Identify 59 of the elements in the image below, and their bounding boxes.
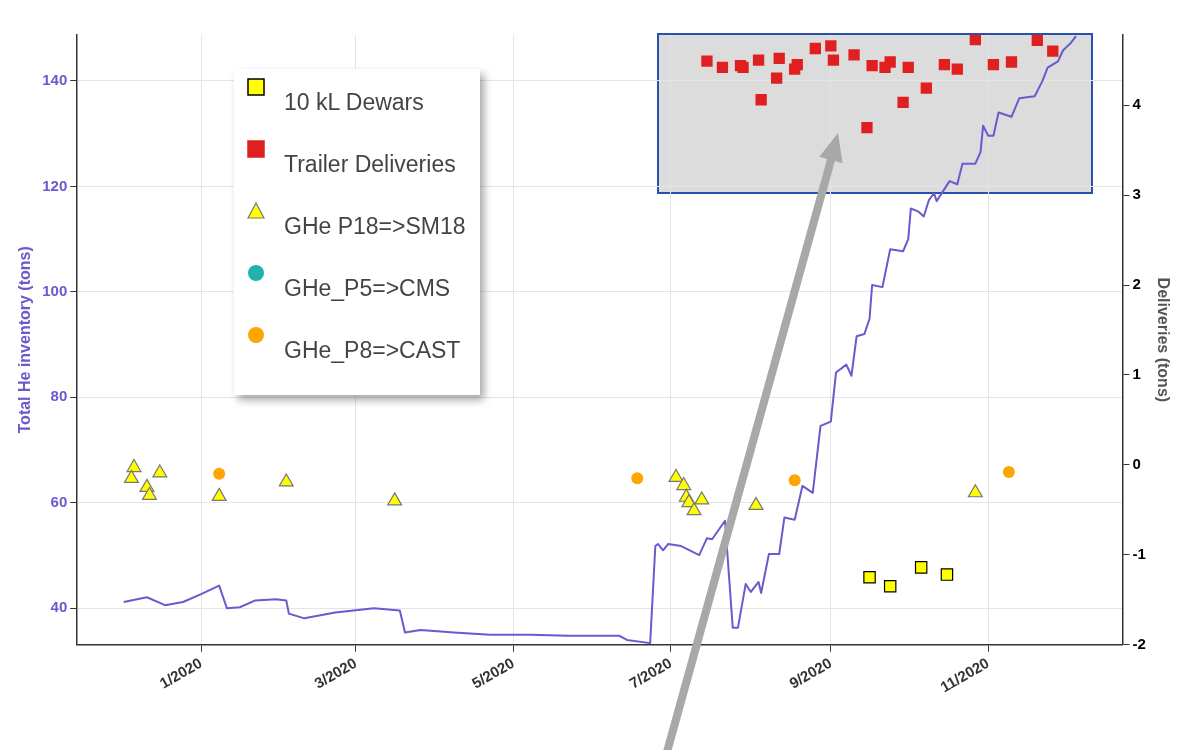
y-tick-label: 60 (50, 492, 68, 510)
y2-tick-label: 2 (1132, 275, 1141, 293)
y-tick-label: 100 (42, 282, 68, 299)
point (748, 496, 764, 510)
point (686, 502, 702, 516)
y-tick-label: 40 (50, 598, 68, 616)
point (861, 121, 873, 134)
point (152, 464, 168, 478)
legend-label: GHe_P8=>CAST (284, 336, 461, 364)
point (631, 472, 644, 485)
point (969, 35, 982, 46)
point (213, 467, 226, 480)
point (866, 59, 878, 72)
point (884, 56, 896, 68)
point (752, 54, 765, 66)
point (387, 492, 403, 506)
y2-tick-label: -2 (1132, 634, 1146, 652)
legend-label: GHe_P5=>CMS (284, 274, 451, 302)
y2-tick-label: 3 (1132, 185, 1141, 203)
y2-axis-title: Deliveries (tons) (1154, 277, 1172, 403)
point (967, 484, 983, 498)
point (141, 486, 158, 501)
point (211, 487, 227, 501)
legend-label: Trailer Deliveries (284, 150, 456, 178)
point (770, 72, 783, 84)
legend-label: GHe P18=>SM18 (284, 212, 466, 240)
point (902, 61, 914, 74)
y2-tick-label: -1 (1132, 544, 1146, 562)
point (773, 52, 785, 65)
point (920, 82, 932, 94)
y2-tick-label: 0 (1132, 455, 1141, 472)
point (126, 458, 142, 473)
legend-label: 10 kL Dewars (284, 88, 424, 116)
point (668, 468, 684, 483)
y-tick-label: 120 (42, 176, 68, 194)
point (938, 59, 951, 71)
point (278, 473, 294, 487)
point (987, 59, 1000, 71)
y-tick-label: 80 (50, 387, 68, 405)
y2-tick-label: 4 (1132, 95, 1142, 113)
y-axis-title: Total He inventory (tons) (16, 246, 34, 434)
point (676, 476, 692, 491)
point (123, 469, 139, 483)
point (951, 63, 963, 75)
point (827, 54, 840, 66)
point (1005, 56, 1018, 68)
point (694, 491, 710, 505)
point (791, 59, 803, 71)
point (755, 94, 767, 106)
point (1031, 35, 1043, 47)
y2-tick-label: 1 (1132, 365, 1141, 383)
point (825, 40, 837, 52)
point (809, 42, 821, 55)
point (716, 61, 729, 74)
y-tick-label: 140 (42, 71, 68, 89)
point (897, 96, 909, 109)
point (848, 49, 860, 61)
point (701, 55, 713, 67)
point (1047, 45, 1059, 57)
